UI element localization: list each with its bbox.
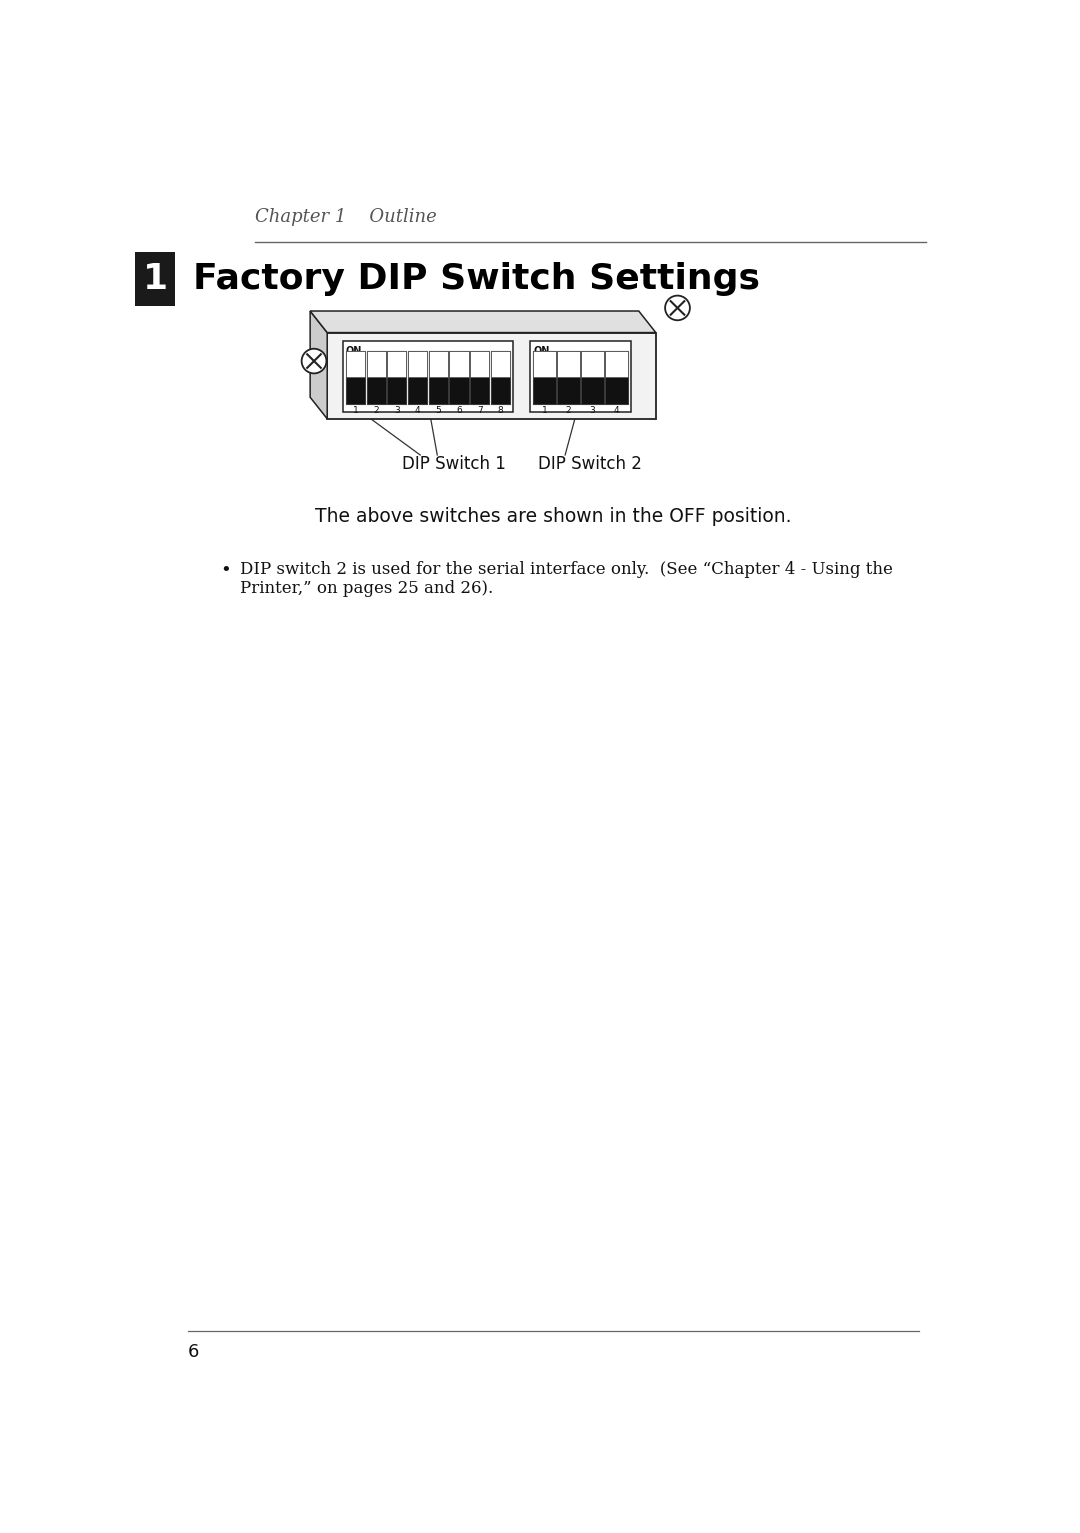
Text: 3: 3 [590, 406, 595, 415]
Text: 8: 8 [498, 406, 503, 415]
Text: Chapter 1    Outline: Chapter 1 Outline [255, 208, 437, 227]
Bar [557, 351, 580, 405]
Bar [470, 377, 489, 405]
Bar [581, 351, 604, 405]
Bar [429, 351, 448, 405]
Bar [388, 351, 406, 405]
Text: 4: 4 [415, 406, 420, 415]
Bar [534, 351, 556, 405]
Bar [429, 351, 448, 377]
Bar [534, 351, 556, 377]
Bar [388, 377, 406, 405]
Bar [491, 351, 510, 405]
Bar [606, 377, 627, 405]
Bar [346, 351, 365, 405]
Bar [366, 351, 386, 377]
Bar [581, 351, 604, 377]
Bar [449, 351, 469, 405]
Bar [135, 251, 175, 305]
Bar [327, 333, 656, 419]
Bar [449, 377, 469, 405]
Bar [408, 351, 428, 405]
Text: DIP Switch 2: DIP Switch 2 [538, 455, 642, 474]
Text: 6: 6 [188, 1343, 199, 1361]
Bar [346, 377, 365, 405]
Bar [429, 377, 448, 405]
Text: DIP switch 2 is used for the serial interface only.  (See “Chapter 4 - Using the: DIP switch 2 is used for the serial inte… [240, 561, 892, 578]
Text: Printer,” on pages 25 and 26).: Printer,” on pages 25 and 26). [240, 579, 492, 596]
Bar [530, 340, 631, 412]
Bar [557, 377, 580, 405]
Polygon shape [310, 311, 656, 333]
Bar [346, 351, 365, 377]
Bar [449, 351, 469, 377]
Text: 3: 3 [394, 406, 400, 415]
Text: 6: 6 [456, 406, 462, 415]
Bar [491, 351, 510, 377]
Text: 1: 1 [143, 262, 167, 296]
Text: 4: 4 [613, 406, 620, 415]
Bar [606, 351, 627, 377]
Text: 7: 7 [477, 406, 483, 415]
Circle shape [665, 296, 690, 320]
Bar [491, 377, 510, 405]
Text: Factory DIP Switch Settings: Factory DIP Switch Settings [193, 262, 760, 296]
Bar [366, 351, 386, 405]
Text: 2: 2 [566, 406, 571, 415]
Text: DIP Switch 1: DIP Switch 1 [403, 455, 507, 474]
Text: 1: 1 [542, 406, 548, 415]
Circle shape [301, 348, 326, 374]
Bar [408, 377, 428, 405]
Text: ON: ON [346, 345, 362, 356]
Bar [388, 351, 406, 377]
Bar [470, 351, 489, 377]
Text: •: • [220, 561, 231, 579]
Text: ON: ON [534, 345, 550, 356]
Bar [366, 377, 386, 405]
Text: The above switches are shown in the OFF position.: The above switches are shown in the OFF … [315, 507, 792, 526]
Bar [581, 377, 604, 405]
Bar [606, 351, 627, 405]
Bar [534, 377, 556, 405]
Bar [470, 351, 489, 405]
Bar [557, 351, 580, 377]
Bar [408, 351, 428, 377]
Text: 1: 1 [352, 406, 359, 415]
Text: 5: 5 [435, 406, 442, 415]
Text: 2: 2 [374, 406, 379, 415]
Bar [342, 340, 513, 412]
Polygon shape [310, 311, 327, 419]
